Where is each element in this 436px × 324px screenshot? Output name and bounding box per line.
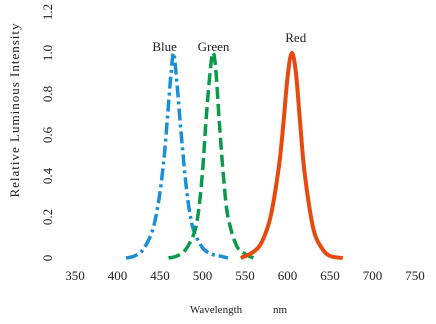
y-tick-label: 0.6 [40,126,55,143]
y-tick-label: 0.8 [40,86,55,102]
series-label-green: Green [198,39,230,54]
series-lines [125,50,344,260]
series-label-red: Red [285,30,306,45]
series-line-blue [125,51,229,260]
series-label-blue: Blue [152,39,177,54]
x-axis-ticks: 350 400 450 500 550 600 650 700 750 [65,268,425,283]
x-axis-label: Wavelength [190,304,243,316]
y-tick-label: 0.2 [40,209,55,225]
y-axis-ticks: 0 0.2 0.4 0.6 0.8 1.0 1.2 [40,4,55,261]
y-tick-label: 0 [40,255,55,262]
y-tick-label: 1.2 [40,4,55,20]
y-tick-label: 0.4 [40,167,55,184]
y-tick-label: 1.0 [40,45,55,61]
series-line-red [239,50,344,260]
x-tick-label: 400 [108,268,128,283]
x-tick-label: 500 [193,268,213,283]
y-axis-label: Relative Luminous Intensity [7,22,22,197]
x-axis-unit: nm [273,304,288,316]
series-line-green [168,50,255,260]
x-tick-label: 650 [320,268,340,283]
x-tick-label: 700 [363,268,383,283]
x-tick-label: 750 [405,268,425,283]
x-tick-label: 600 [278,268,298,283]
x-tick-label: 350 [65,268,85,283]
x-tick-label: 450 [150,268,170,283]
x-tick-label: 550 [235,268,255,283]
series-labels: Blue Green Red [152,30,306,54]
